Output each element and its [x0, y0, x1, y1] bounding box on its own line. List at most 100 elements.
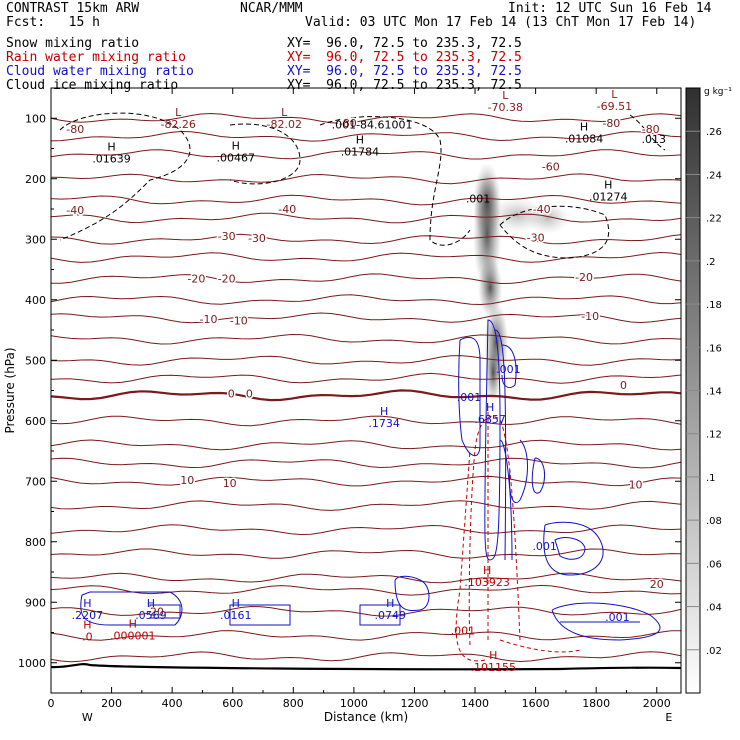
colorbar-label-11: .04 [706, 603, 722, 614]
isotherm-line-24 [50, 605, 682, 617]
colorbar-label-7: .12 [706, 430, 722, 441]
temp-label-7: -40 [533, 203, 551, 216]
temperature-labels: -80 -80 -80 -80-60-40 -40 -40-30 -30 -30-20 -20-… [65, 116, 666, 620]
y-tick-label-6: 700 [25, 475, 46, 488]
y-tick-label-5: 600 [25, 415, 46, 428]
extremum-value-26: .0 [82, 631, 93, 644]
surface-line [50, 663, 682, 671]
east-label: E [665, 711, 672, 724]
temp-label-14: -10 [200, 313, 218, 326]
extremum-mark-12: H [380, 405, 388, 418]
isotherm-line-12 [50, 355, 682, 366]
cloud-ice-contours [59, 112, 666, 259]
rain-contour-3 [499, 639, 581, 653]
init-time: Init: 12 UTC Sun 16 Feb 14 [508, 1, 712, 16]
isotherm-line-3 [50, 173, 682, 185]
extremum-mark-26: H [83, 619, 91, 632]
extremum-value-3: -70.38 [488, 101, 523, 114]
x-tick-label-0: 0 [48, 697, 55, 710]
cloud-water-contour-5 [494, 329, 507, 561]
colorbar-label-9: .08 [706, 516, 722, 527]
extremum-mark-13: H [486, 401, 494, 414]
isotherm-line-20 [50, 524, 682, 536]
extremum-value-8: .01084 [565, 133, 604, 146]
rain-contour-0 [468, 415, 521, 646]
cloud-water-contour-3 [458, 337, 481, 457]
isotherm-line-15 [50, 415, 682, 427]
x-tick-label-1: 200 [101, 697, 122, 710]
terrain-line [50, 663, 682, 671]
isotherm-line-4 [50, 194, 682, 206]
temp-label-16: -10 [581, 310, 599, 323]
y-tick-label-4: 500 [25, 354, 46, 367]
isotherm-line-11 [50, 333, 682, 345]
snow-shading [473, 162, 570, 403]
cloud-water-contour-13 [229, 604, 291, 626]
isotherm-line-25 [50, 630, 682, 641]
colorbar-label-5: .16 [706, 343, 722, 354]
rain-contour-2 [455, 449, 486, 662]
y-axis-title: Pressure (hPa) [3, 347, 17, 433]
extremum-value-11: .001 [466, 193, 491, 206]
extremum-value-19: .0569 [135, 609, 167, 622]
extremum-value-17: .001 [605, 611, 630, 624]
cloud-water-contour-4 [484, 319, 501, 561]
isotherm-line-9 [50, 294, 682, 306]
extremum-value-23: .001 [451, 625, 476, 638]
extremum-value-15: .001 [496, 363, 521, 376]
temp-label-21: 10 [223, 477, 237, 490]
temperature-contours [50, 112, 682, 663]
y-tick-label-0: 100 [25, 112, 46, 125]
field-xy-snow: XY= 96.0, 72.5 to 235.3, 72.5 [287, 36, 522, 51]
temp-label-4: -60 [542, 161, 560, 174]
cloud-water-contour-7 [509, 439, 528, 503]
extremum-mark-21: H [386, 597, 394, 610]
isotherm-line-16 [50, 439, 682, 451]
field-xy-rain: XY= 96.0, 72.5 to 235.3, 72.5 [287, 50, 522, 65]
ice-contour-3 [499, 205, 610, 259]
isotherm-line-19 [50, 500, 682, 511]
snow-shade-core-4 [485, 342, 502, 403]
temp-label-19: 0 [620, 379, 627, 392]
x-tick-label-10: 2000 [643, 697, 671, 710]
extremum-value-22: .103923 [464, 576, 510, 589]
temp-label-3: -80 [642, 123, 660, 136]
isotherm-line-23 [50, 584, 682, 596]
y-tick-label-1: 200 [25, 173, 46, 186]
extremum-value-6: .00467 [217, 151, 256, 164]
cloud-water-contour-2 [149, 604, 181, 619]
x-tick-label-6: 1200 [400, 697, 428, 710]
isotherm-line-18 [50, 475, 682, 487]
temp-label-10: -30 [527, 231, 545, 244]
temp-label-9: -30 [248, 232, 266, 245]
colorbar-unit: g kg⁻¹ [704, 87, 732, 97]
isotherm-line-8 [51, 273, 682, 285]
extremum-mark-6: H [232, 139, 240, 152]
extremum-mark-10: H [604, 179, 612, 192]
extremum-mark-0: L [175, 106, 182, 119]
field-name-cloud-water: Cloud water mixing ratio [6, 64, 194, 79]
temp-label-24: 20 [150, 605, 164, 618]
temp-label-0: -80 [66, 123, 84, 136]
forecast-hour: Fcst: 15 h [6, 15, 100, 30]
extremum-value-1: -82.02 [266, 118, 301, 131]
model-title: CONTRAST 15km ARW [6, 1, 140, 16]
cloud-water-contour-8 [531, 457, 546, 494]
y-tick-label-9: 1000 [18, 657, 46, 670]
cloud-water-contour-11 [551, 602, 661, 641]
temp-label-12: -20 [218, 273, 236, 286]
colorbar-label-0: .26 [706, 127, 722, 138]
temp-label-6: -40 [278, 203, 296, 216]
ice-contour-1 [229, 123, 301, 185]
isotherm-line-6 [50, 233, 682, 245]
extremum-mark-20: H [232, 597, 240, 610]
colorbar-label-4: .18 [706, 300, 722, 311]
temp-label-22: 10 [629, 478, 643, 491]
extremum-mark-19: H [147, 597, 155, 610]
field-name-snow: Snow mixing ratio [6, 36, 140, 51]
cloud-water-contours [80, 319, 661, 641]
field-xy-cloud-ice: XY= 96.0, 72.5 to 235.3, 72.5 [287, 78, 522, 93]
field-xy-cloud-water: XY= 96.0, 72.5 to 235.3, 72.5 [287, 64, 522, 79]
